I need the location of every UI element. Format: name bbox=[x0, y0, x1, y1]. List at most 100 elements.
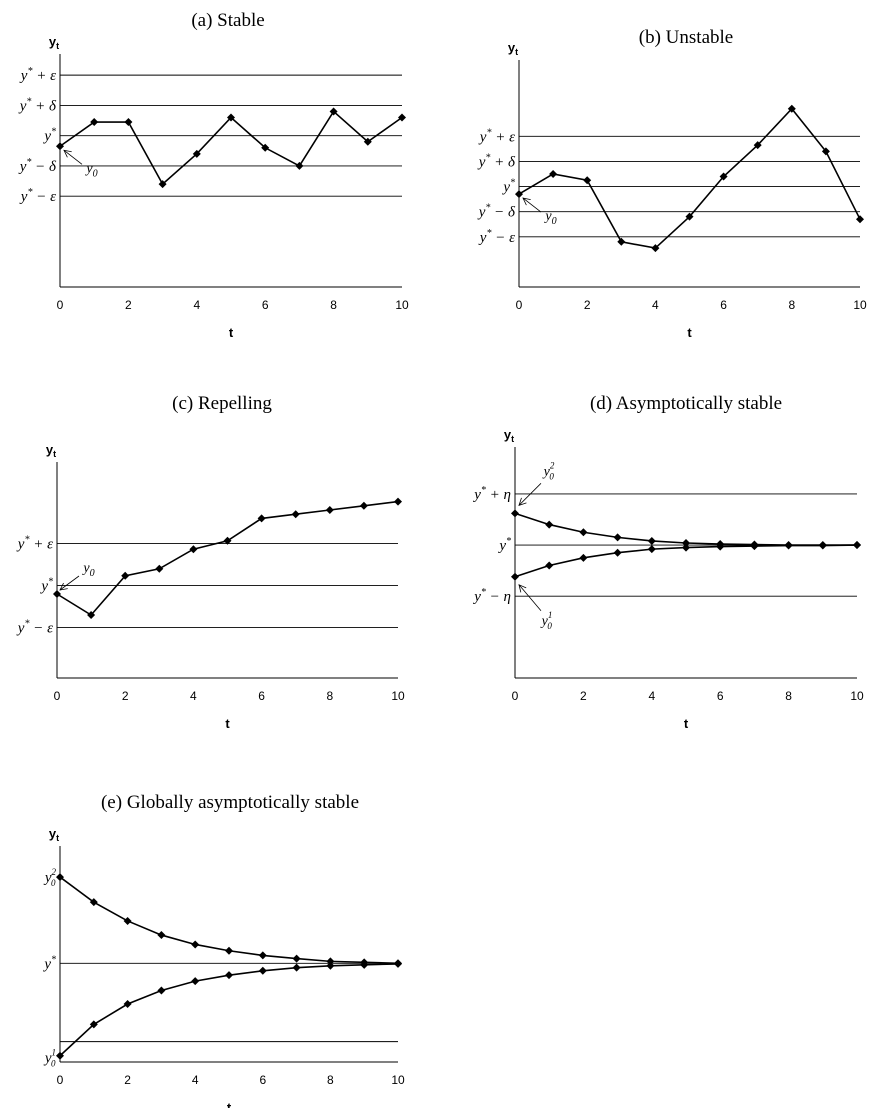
data-point bbox=[56, 142, 64, 151]
annotation-arrow bbox=[59, 575, 80, 591]
data-point bbox=[87, 611, 96, 619]
annotation-label: y1 0 bbox=[540, 610, 553, 631]
chart-title: (b) Unstable bbox=[639, 27, 733, 48]
y-axis-label: yt bbox=[508, 40, 518, 57]
data-point bbox=[123, 916, 132, 925]
x-tick-label: 10 bbox=[853, 298, 867, 312]
data-point bbox=[821, 147, 830, 156]
data-point bbox=[225, 946, 233, 955]
data-point bbox=[325, 506, 334, 514]
annotation-arrowhead bbox=[63, 149, 72, 158]
data-point bbox=[225, 971, 233, 980]
data-point bbox=[292, 954, 301, 963]
annotation-label: y2 0 bbox=[542, 460, 555, 481]
x-tick-label: 8 bbox=[330, 298, 337, 312]
data-point bbox=[191, 940, 200, 949]
data-point bbox=[90, 118, 99, 127]
reference-line-label: y* bbox=[39, 577, 53, 595]
reference-line-label: y* − ε bbox=[478, 228, 515, 246]
x-tick-label: 0 bbox=[512, 689, 519, 703]
data-point bbox=[682, 543, 690, 552]
data-point bbox=[647, 536, 656, 545]
x-axis-label: t bbox=[225, 716, 230, 731]
data-point bbox=[223, 536, 232, 545]
annotation-label: y0 bbox=[81, 561, 94, 579]
annotation-arrow bbox=[63, 149, 83, 165]
data-point bbox=[685, 212, 694, 221]
data-point bbox=[549, 169, 558, 178]
data-point bbox=[157, 986, 166, 995]
reference-line-label: y* − ε bbox=[16, 619, 53, 637]
series-line bbox=[518, 107, 861, 249]
x-tick-label: 4 bbox=[192, 1073, 199, 1087]
data-point bbox=[753, 141, 762, 150]
data-point bbox=[682, 539, 690, 547]
data-point bbox=[613, 548, 622, 557]
data-point bbox=[258, 951, 267, 960]
data-point bbox=[617, 237, 626, 246]
chart-title: (e) Globally asymptotically stable bbox=[101, 792, 359, 813]
data-point bbox=[545, 520, 554, 529]
x-tick-label: 6 bbox=[262, 298, 269, 312]
x-tick-label: 10 bbox=[850, 689, 864, 703]
data-point bbox=[394, 497, 402, 506]
data-point bbox=[124, 118, 133, 127]
reference-line-label: y* + η bbox=[472, 485, 511, 503]
data-point bbox=[647, 545, 656, 554]
x-tick-label: 10 bbox=[395, 298, 409, 312]
x-axis-label: t bbox=[684, 716, 689, 731]
reference-line-label: y* + ε bbox=[478, 127, 515, 145]
data-point bbox=[257, 514, 266, 523]
data-point bbox=[579, 528, 588, 537]
series-line bbox=[59, 110, 403, 186]
data-point bbox=[511, 509, 519, 518]
chart-title: (a) Stable bbox=[191, 10, 264, 31]
data-point bbox=[515, 190, 523, 199]
data-point bbox=[359, 501, 368, 510]
annotation-arrowhead bbox=[518, 497, 527, 506]
annotation-arrow bbox=[518, 584, 542, 612]
reference-line-label: y* bbox=[42, 127, 56, 145]
data-point bbox=[329, 107, 338, 116]
data-point bbox=[394, 959, 402, 968]
data-point bbox=[326, 957, 335, 966]
x-tick-label: 8 bbox=[326, 689, 333, 703]
series-line bbox=[56, 500, 399, 617]
y-tick-label: y* bbox=[42, 954, 56, 972]
data-point bbox=[56, 873, 64, 882]
reference-line-label: y* + δ bbox=[477, 152, 516, 170]
data-point bbox=[53, 590, 61, 598]
reference-line-label: y* − ε bbox=[19, 187, 56, 205]
x-tick-label: 4 bbox=[652, 298, 659, 312]
data-point bbox=[121, 571, 130, 580]
y-axis-label: yt bbox=[504, 427, 514, 444]
data-point bbox=[123, 1000, 132, 1009]
x-tick-label: 0 bbox=[57, 298, 64, 312]
x-tick-label: 2 bbox=[124, 1073, 131, 1087]
data-point bbox=[750, 542, 759, 551]
chart-panel-c: (c) Repelling yt y* + ε y* y* − ε 0 2 4 6 8 10 t y0 bbox=[16, 393, 405, 731]
chart-panel-b: (b) Unstable yt y* + ε y* + δ y* y* − δ y* − ε… bbox=[477, 27, 867, 340]
annotation-label: y0 bbox=[543, 209, 556, 227]
annotation-arrow bbox=[522, 197, 542, 213]
reference-line-label: y* bbox=[497, 536, 511, 554]
data-point bbox=[157, 931, 166, 940]
annotation-label: y0 bbox=[84, 161, 97, 179]
data-point bbox=[261, 143, 270, 152]
x-tick-label: 6 bbox=[258, 689, 265, 703]
x-tick-label: 0 bbox=[516, 298, 523, 312]
x-axis-label: t bbox=[227, 1100, 232, 1108]
data-point bbox=[856, 215, 864, 224]
data-point bbox=[89, 898, 98, 907]
data-point bbox=[853, 541, 861, 550]
x-tick-label: 0 bbox=[57, 1073, 64, 1087]
y-axis-label: yt bbox=[49, 34, 59, 51]
reference-line-label: y* + ε bbox=[19, 66, 56, 84]
data-point bbox=[719, 172, 728, 181]
x-tick-label: 4 bbox=[648, 689, 655, 703]
reference-line-label: y* − δ bbox=[18, 157, 57, 175]
data-point bbox=[291, 510, 300, 519]
data-point bbox=[613, 533, 622, 542]
data-point bbox=[292, 963, 301, 972]
